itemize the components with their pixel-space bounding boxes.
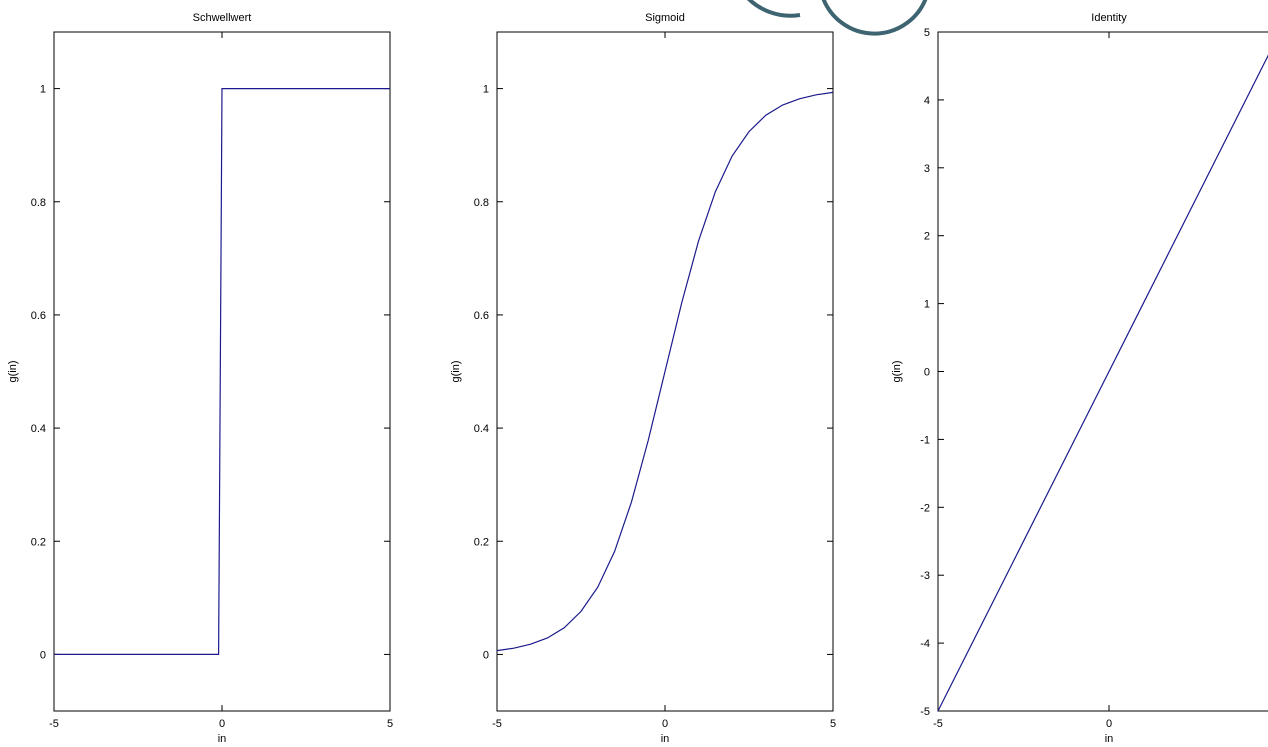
y-tick-label: 3	[924, 163, 930, 175]
x-tick-label: 0	[662, 718, 668, 730]
x-axis-label: in	[218, 733, 227, 745]
y-tick-label: 0.4	[474, 423, 489, 435]
x-tick-label: 5	[830, 718, 836, 730]
y-tick-label: 0.8	[31, 197, 46, 209]
y-tick-label: 0	[40, 649, 46, 661]
y-tick-label: 0	[483, 649, 489, 661]
y-tick-label: 0.2	[474, 536, 489, 548]
x-tick-label: 0	[1106, 718, 1112, 730]
y-tick-label: 1	[40, 84, 46, 96]
x-tick-label: 5	[387, 718, 393, 730]
subplot-2: Sigmoid -5 0 5 0 0.2 0.4 0.6 0.8 1 in g(in)	[450, 12, 836, 745]
series-line	[937, 54, 1268, 712]
y-tick-label: 0.2	[31, 536, 46, 548]
subplot-1: Schwellwert -5 0 5 0 0.2 0.4 0.6 0.8 1 in g(in)	[7, 12, 393, 745]
y-tick-label: -1	[920, 434, 930, 446]
series-line	[496, 91, 834, 652]
y-tick-label: 5	[924, 27, 930, 39]
y-tick-label: -2	[920, 502, 930, 514]
series-line	[54, 87, 390, 656]
x-axis-label: in	[1105, 733, 1114, 745]
decorative-arc-right	[821, 0, 928, 36]
decorative-circles	[747, 0, 928, 36]
x-axis-label: in	[661, 733, 670, 745]
y-tick-label: 0.6	[31, 310, 46, 322]
y-tick-label: 4	[924, 95, 930, 107]
decorative-arc-left	[747, 0, 801, 18]
y-tick-label: 1	[483, 84, 489, 96]
plot-title: Identity	[1091, 12, 1127, 24]
y-tick-label: 0.4	[31, 423, 46, 435]
y-axis-label: g(in)	[7, 360, 19, 382]
y-tick-label: 0.6	[474, 310, 489, 322]
y-tick-label: -3	[920, 570, 930, 582]
y-tick-label: 0	[924, 367, 930, 379]
plot-title: Sigmoid	[645, 12, 685, 24]
y-tick-label: 1	[924, 299, 930, 311]
axes-frame	[937, 31, 1268, 712]
y-tick-label: 2	[924, 231, 930, 243]
y-tick-label: -4	[920, 638, 930, 650]
x-tick-label: -5	[492, 718, 502, 730]
y-tick-label: 0.8	[474, 197, 489, 209]
y-axis-label: g(in)	[450, 360, 462, 382]
subplot-3: Identity -5 0 -5 -4 -3 -2 -1 0 1 2 3 4 5 in g(in)	[891, 12, 1268, 745]
x-tick-label: 0	[219, 718, 225, 730]
y-tick-label: -5	[920, 706, 930, 718]
x-tick-label: -5	[933, 718, 943, 730]
plot-title: Schwellwert	[193, 12, 252, 24]
y-axis-label: g(in)	[891, 360, 903, 382]
x-tick-label: -5	[49, 718, 59, 730]
